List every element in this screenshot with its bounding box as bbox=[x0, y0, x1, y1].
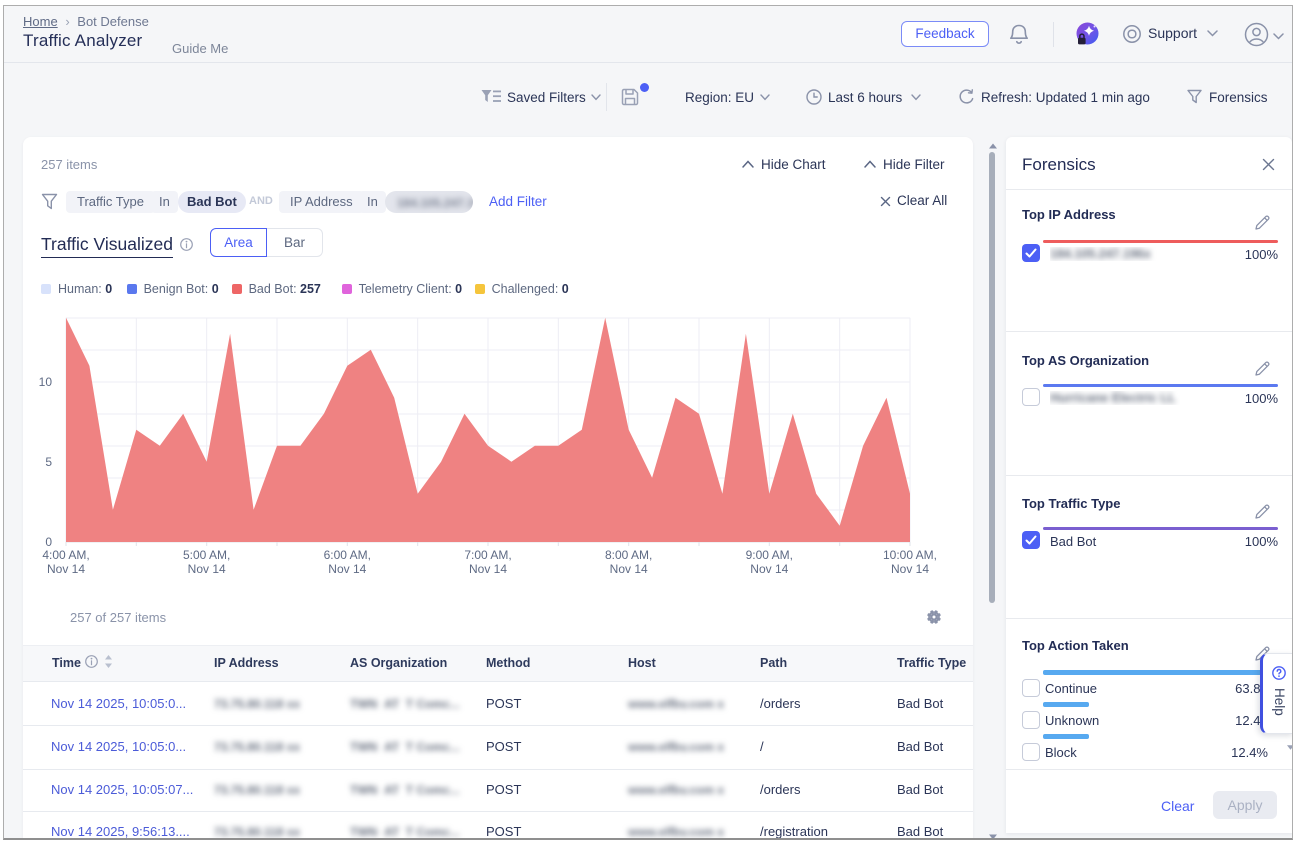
svg-text:Nov 14: Nov 14 bbox=[469, 562, 507, 576]
svg-text:Nov 14: Nov 14 bbox=[188, 562, 226, 576]
svg-text:Nov 14: Nov 14 bbox=[750, 562, 788, 576]
svg-text:4:00 AM,: 4:00 AM, bbox=[42, 548, 89, 562]
svg-text:Nov 14: Nov 14 bbox=[610, 562, 648, 576]
svg-text:5:00 AM,: 5:00 AM, bbox=[183, 548, 230, 562]
svg-text:9:00 AM,: 9:00 AM, bbox=[746, 548, 793, 562]
svg-text:0: 0 bbox=[45, 535, 52, 549]
svg-text:6:00 AM,: 6:00 AM, bbox=[324, 548, 371, 562]
svg-text:Nov 14: Nov 14 bbox=[47, 562, 85, 576]
svg-text:Nov 14: Nov 14 bbox=[891, 562, 929, 576]
svg-text:7:00 AM,: 7:00 AM, bbox=[464, 548, 511, 562]
svg-text:10: 10 bbox=[39, 375, 53, 389]
svg-text:5: 5 bbox=[45, 455, 52, 469]
svg-text:8:00 AM,: 8:00 AM, bbox=[605, 548, 652, 562]
svg-text:Nov 14: Nov 14 bbox=[328, 562, 366, 576]
svg-text:10:00 AM,: 10:00 AM, bbox=[883, 548, 937, 562]
